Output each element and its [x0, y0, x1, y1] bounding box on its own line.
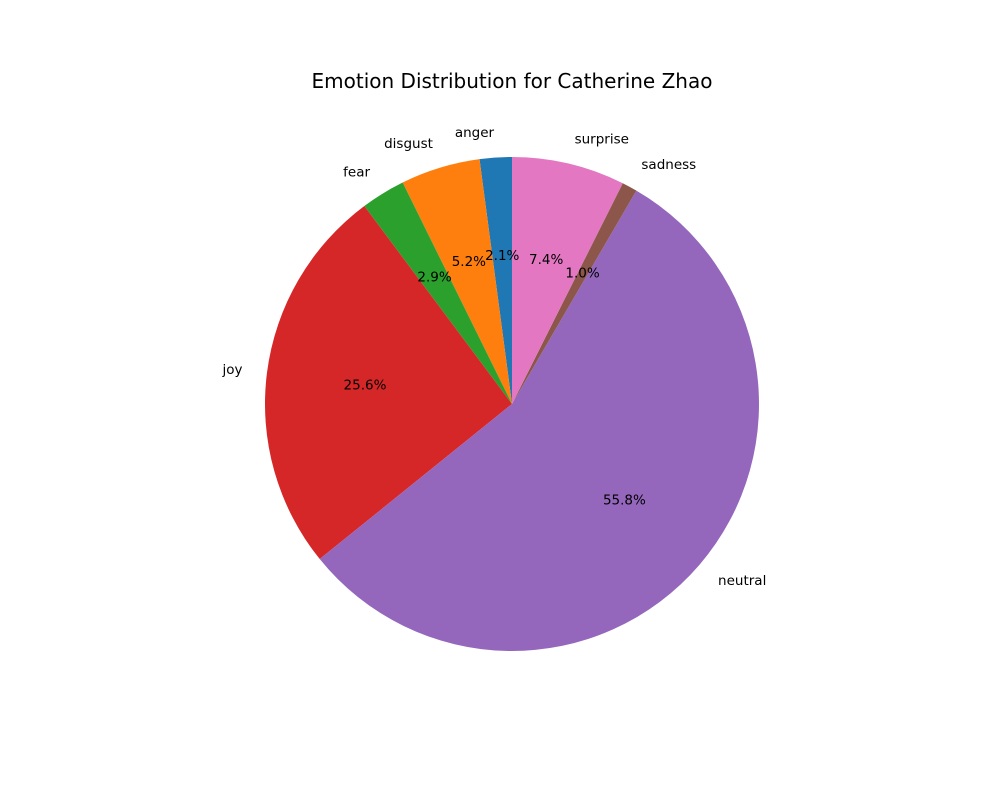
slice-label-neutral: neutral: [718, 573, 766, 589]
slice-label-fear: fear: [343, 164, 370, 180]
chart-title: Emotion Distribution for Catherine Zhao: [312, 69, 713, 93]
slice-label-joy: joy: [221, 362, 242, 378]
slice-label-sadness: sadness: [641, 157, 696, 173]
slice-label-surprise: surprise: [575, 132, 629, 148]
percent-label-surprise: 7.4%: [529, 252, 563, 268]
slice-label-anger: anger: [455, 125, 495, 141]
slice-label-disgust: disgust: [384, 136, 433, 152]
percent-label-neutral: 55.8%: [603, 493, 646, 509]
slice-labels: anger disgust fear joy neutral sadness surpris…: [221, 125, 766, 589]
pie-slice-joy: [265, 206, 512, 560]
pie-slice-neutral: [319, 190, 759, 652]
percent-label-anger: 2.1%: [485, 248, 519, 264]
percent-label-sadness: 1.0%: [565, 266, 599, 282]
pie-slice-disgust: [402, 159, 512, 404]
percent-label-disgust: 5.2%: [452, 254, 486, 270]
pie-slice-fear: [364, 182, 512, 404]
percent-label-joy: 25.6%: [344, 377, 387, 393]
pie-slice-sadness: [512, 183, 637, 404]
pie-slices: [265, 157, 759, 652]
percent-labels: 2.1%5.2%2.9% 25.6% 55.8% 1.0%7.4%: [344, 248, 646, 508]
pie-slice-surprise: [512, 157, 623, 404]
percent-label-fear: 2.9%: [417, 270, 451, 286]
pie-slice-anger: [479, 157, 512, 404]
